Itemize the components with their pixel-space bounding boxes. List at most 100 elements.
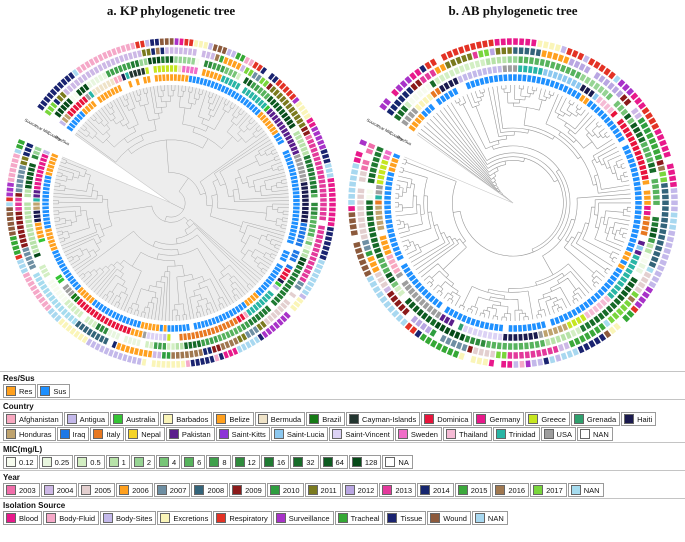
legend-label: Iraq xyxy=(72,429,86,439)
annotation-ring-country xyxy=(438,77,595,341)
annotation-ring-year xyxy=(383,107,643,352)
legend-label: Sus xyxy=(53,386,67,396)
legend-label: 4 xyxy=(172,457,177,467)
legend-label: Dominica xyxy=(437,414,469,424)
legend-swatch xyxy=(6,386,16,396)
legend-label: NAN xyxy=(487,513,504,523)
annotation-ring-mic xyxy=(38,72,314,350)
ring-label: Country xyxy=(389,130,405,142)
annotation-ring-country xyxy=(643,205,651,216)
legend-swatch xyxy=(218,429,229,439)
legend-section-country: Country Afghanistan Antigua Australia Barba… xyxy=(0,399,685,442)
annotation-ring-country xyxy=(375,65,640,300)
legend-label: NA xyxy=(398,457,409,467)
legend-swatch xyxy=(209,457,220,467)
annotation-ring-year xyxy=(627,165,666,303)
legend-row-res-sus: Res Sus xyxy=(3,384,682,399)
legend-swatch xyxy=(349,414,359,424)
annotation-ring-mic xyxy=(217,87,318,342)
legend-label: Haiti xyxy=(637,414,653,424)
annotation-ring-source xyxy=(6,69,334,353)
annotation-ring-country xyxy=(62,93,307,339)
legend-row-year: 2003 2004 2005 2006 2007 2008 2009 2010 2011 2012… xyxy=(3,483,682,498)
annotation-ring-year xyxy=(478,49,668,359)
annotation-ring-source xyxy=(513,45,678,368)
legend-label: 12 xyxy=(247,457,256,467)
legend-item: 2 xyxy=(130,455,155,469)
legend-item: Respiratory xyxy=(213,511,272,525)
legend-label: 32 xyxy=(306,457,315,467)
ring-label: Source xyxy=(24,117,39,128)
legend-title-res-sus: Res/Sus xyxy=(3,374,35,383)
legend-item: NAN xyxy=(567,483,604,497)
annotation-ring-mic xyxy=(366,79,657,327)
legend-swatch xyxy=(59,429,70,439)
annotation-ring-mic xyxy=(31,60,318,335)
annotation-ring-country xyxy=(146,332,163,341)
legend-label: Saint-Lucia xyxy=(286,429,325,439)
annotation-ring-year xyxy=(263,291,297,326)
annotation-ring-country xyxy=(33,108,300,198)
legend-item: 12 xyxy=(231,455,260,469)
legend-swatch xyxy=(573,414,584,424)
annotation-ring-country xyxy=(33,113,72,210)
legend-item: Body-Sites xyxy=(100,511,157,525)
legend-swatch xyxy=(216,414,227,424)
legend-item: Brazil xyxy=(306,412,345,426)
annotation-ring-year xyxy=(386,79,664,354)
wedge-outline xyxy=(404,134,514,204)
legend-label: Wound xyxy=(443,513,467,523)
legend-section-year: Year 2003 2004 2005 2006 2007 2008 2009 2010 201… xyxy=(0,470,685,498)
annotation-ring-mic xyxy=(24,130,310,350)
annotation-ring-source xyxy=(85,39,307,365)
legend-swatch xyxy=(113,414,124,424)
annotation-ring-mic xyxy=(377,56,660,350)
legend-swatch xyxy=(528,414,539,424)
legend-swatch xyxy=(445,429,456,439)
annotation-ring-source xyxy=(179,38,336,359)
annotation-ring-country xyxy=(285,222,308,270)
legend-swatch xyxy=(160,513,171,523)
legend-item: 8 xyxy=(206,455,231,469)
legend-label: Brazil xyxy=(322,414,341,424)
legend-label: Greece xyxy=(541,414,566,424)
annotation-ring-mic xyxy=(390,92,635,288)
legend-row-source: Blood Body-Fluid Body-Sites Excretions Respi… xyxy=(3,511,682,526)
legend-item: Thailand xyxy=(442,427,492,441)
annotation-ring-country xyxy=(91,65,182,96)
legend-item: 16 xyxy=(260,455,290,469)
legend-label: Pakistan xyxy=(181,429,211,439)
legend-item: 4 xyxy=(156,455,181,469)
annotation-ring-year xyxy=(44,66,270,116)
legend-swatch xyxy=(275,513,286,523)
legend-swatch xyxy=(66,414,77,424)
legend-swatch xyxy=(385,457,396,467)
legend-item: NAN xyxy=(471,511,508,525)
legend-swatch xyxy=(533,485,544,495)
annotation-ring-country xyxy=(376,159,587,329)
annotation-ring-mic xyxy=(635,262,646,275)
ring-label: MIC xyxy=(384,128,393,136)
legend-swatch xyxy=(133,457,144,467)
legend-swatch xyxy=(168,429,179,439)
legend-item: 128 xyxy=(348,455,382,469)
legend-label: 2 xyxy=(146,457,151,467)
legend-item: 2016 xyxy=(492,483,530,497)
legend-item: Saint-Kitts xyxy=(215,427,270,441)
annotation-ring-country xyxy=(42,120,280,341)
annotation-ring-mic xyxy=(385,113,658,324)
legend-item: Australia xyxy=(110,412,160,426)
legend-row-mic: 0.12 0.25 0.5 1 2 4 6 8 12 16 32 64 128 NA xyxy=(3,455,682,470)
panel-kp-title: a. KP phylogenetic tree xyxy=(106,3,236,18)
legend-label: Nepal xyxy=(141,429,161,439)
legend-swatch xyxy=(194,485,205,495)
legend-swatch xyxy=(570,485,581,495)
legend-item: 0.5 xyxy=(74,455,105,469)
annotation-ring-year xyxy=(367,50,570,274)
legend-label: 2011 xyxy=(320,485,337,495)
legend-label: 2015 xyxy=(470,485,488,495)
legend-section-res-sus: Res/Sus Res Sus xyxy=(0,371,685,399)
legend-label: Body-Fluid xyxy=(59,513,96,523)
